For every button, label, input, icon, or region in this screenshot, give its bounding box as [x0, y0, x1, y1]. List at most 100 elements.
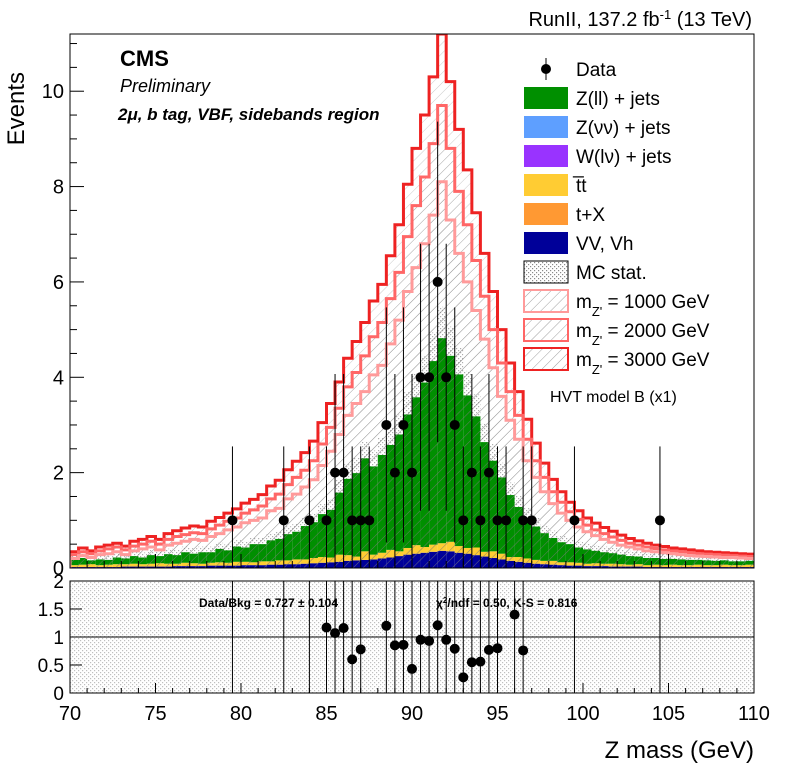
x-tick-label: 110 — [738, 703, 770, 725]
y-tick-label: 2 — [53, 463, 64, 485]
region-label: 2μ, b tag, VBF, sidebands region — [117, 105, 380, 124]
ratio-y-tick-label: 0.5 — [38, 656, 64, 677]
signal-2000-line — [70, 104, 754, 568]
ratio-point — [492, 643, 503, 654]
legend-swatch-signal — [523, 289, 569, 313]
legend-label: VV, Vh — [576, 234, 633, 255]
ratio-point — [347, 654, 358, 665]
model-label: HVT model B (x1) — [550, 389, 677, 406]
y-tick-label: 4 — [53, 367, 64, 389]
data-point — [278, 515, 289, 526]
ratio-point — [466, 657, 477, 668]
ratio-point — [330, 628, 341, 639]
y-tick-label: 6 — [53, 272, 64, 294]
cms-label: CMS — [120, 46, 169, 71]
data-point — [398, 419, 409, 430]
data-point — [492, 515, 503, 526]
data-point — [415, 372, 426, 383]
x-tick-label: 100 — [566, 703, 599, 725]
x-tick-label: 70 — [59, 703, 81, 725]
lumi-label: RunII, 137.2 fb-1 (13 TeV) — [528, 7, 752, 32]
x-axis-label: Z mass (GeV) — [605, 737, 754, 764]
data-point — [483, 467, 494, 478]
signal-1000-line — [70, 180, 754, 568]
ratio-point — [355, 644, 366, 655]
ratio-y-tick-label: 0 — [53, 684, 64, 705]
legend-swatch — [524, 232, 568, 254]
x-tick-label: 75 — [144, 703, 166, 725]
y-axis-label: Events — [3, 72, 30, 145]
legend-swatch-signal — [523, 347, 569, 371]
ratio-point — [398, 639, 409, 650]
x-tick-label: 95 — [486, 703, 508, 725]
data-point — [330, 467, 341, 478]
data-point — [501, 515, 512, 526]
ratio-point — [518, 645, 529, 656]
ratio-point — [432, 620, 443, 631]
legend-swatch-mcstat — [523, 260, 569, 284]
legend-label: Data — [576, 60, 617, 81]
x-tick-label: 80 — [230, 703, 252, 725]
data-point — [475, 515, 486, 526]
y-tick-label: 10 — [42, 81, 64, 103]
data-point — [654, 515, 665, 526]
legend-label: W(lν) + jets — [576, 147, 672, 168]
ratio-point — [321, 622, 332, 633]
legend-label: MC stat. — [576, 263, 647, 284]
data-point — [364, 515, 375, 526]
data-point — [432, 276, 443, 287]
ratio-point — [415, 634, 426, 645]
legend-swatch — [524, 174, 568, 196]
data-point — [321, 515, 332, 526]
ratio-points — [321, 609, 529, 683]
preliminary-label: Preliminary — [120, 76, 211, 96]
lower-y-axis: 0 0.5 1 1.5 2 — [38, 572, 82, 705]
legend: Data Z(ll) + jets Z(νν) + jets W(lν) + jets… — [523, 58, 710, 377]
legend-label: Z(ll) + jets — [576, 89, 660, 110]
ratio-point — [509, 609, 520, 620]
data-point — [338, 467, 349, 478]
ratio-point — [441, 634, 452, 645]
x-tick-label: 105 — [652, 703, 685, 725]
data-point — [355, 515, 366, 526]
data-point — [424, 372, 435, 383]
legend-swatch — [524, 145, 568, 167]
upper-y-axis: 0 2 4 6 8 10 — [42, 43, 84, 580]
ratio-point — [338, 623, 349, 634]
ratio-y-tick-label: 1.5 — [38, 600, 64, 621]
legend-swatch — [524, 87, 568, 109]
upper-x-ticks — [69, 554, 755, 568]
ratio-y-tick-label: 2 — [53, 572, 64, 593]
ratio-point — [483, 644, 494, 655]
data-point — [449, 419, 460, 430]
legend-label: Z(νν) + jets — [576, 118, 670, 139]
legend-label: t+X — [576, 205, 605, 226]
ratio-point — [389, 640, 400, 651]
ratio-point — [475, 656, 486, 667]
legend-label: mZ' = 3000 GeV — [576, 350, 710, 377]
x-tick-label: 85 — [315, 703, 337, 725]
legend-label: t̅t — [572, 176, 587, 197]
ratio-point — [449, 643, 460, 654]
data-point — [407, 467, 417, 478]
legend-swatch-signal — [523, 318, 569, 342]
data-point — [441, 372, 452, 383]
data-point — [518, 515, 529, 526]
data-point — [304, 515, 315, 526]
data-point — [466, 467, 477, 478]
y-tick-label: 8 — [53, 177, 64, 199]
ratio-label: Data/Bkg = 0.727 ± 0.104 — [199, 596, 338, 610]
x-tick-label: 90 — [401, 703, 423, 725]
x-axis: 70 75 80 85 90 95 100 105 110 — [59, 683, 770, 725]
ratio-y-tick-label: 1 — [53, 628, 64, 649]
data-point — [526, 515, 537, 526]
data-point — [458, 515, 469, 526]
legend-swatch — [524, 116, 568, 138]
data-point — [227, 515, 238, 526]
ratio-point — [381, 620, 392, 631]
signal-3000-line — [70, 34, 754, 568]
data-point — [389, 467, 400, 478]
chi2-label: χ2/ndf = 0.50, K-S = 0.816 — [436, 596, 578, 611]
